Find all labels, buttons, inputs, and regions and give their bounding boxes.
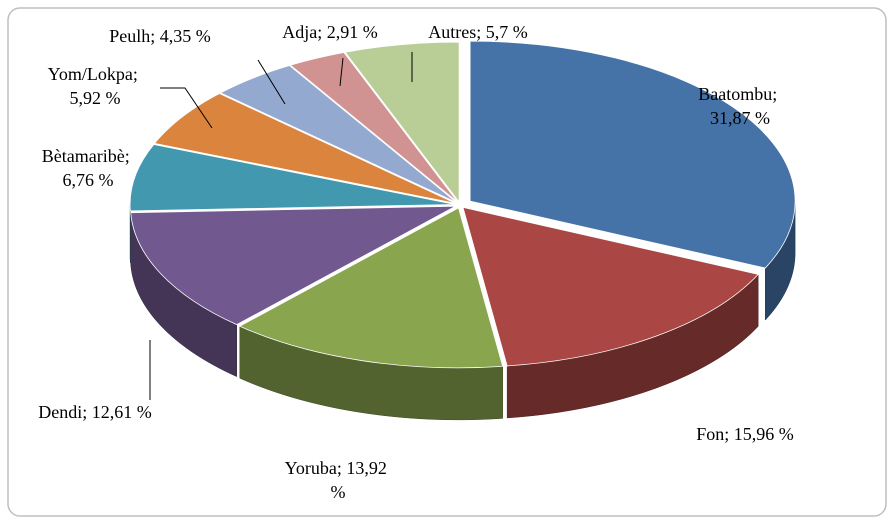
leader-line <box>339 57 344 87</box>
label-line: 6,76 % <box>63 170 114 190</box>
label-line: Adja; 2,91 % <box>282 22 377 42</box>
slice <box>153 93 456 204</box>
slice <box>130 205 456 326</box>
slice <box>462 206 759 367</box>
slice <box>469 40 796 269</box>
data-label: Adja; 2,91 % <box>282 22 377 42</box>
slice <box>219 65 458 204</box>
leader-line <box>160 87 213 129</box>
data-label: Yom/Lokpa; 5,92 % <box>48 64 143 108</box>
slice <box>289 52 459 203</box>
label-line: Baatombu; <box>698 84 782 104</box>
label-line: 5,92 % <box>70 88 121 108</box>
slice <box>129 144 456 212</box>
label-line: Yom/Lokpa; <box>48 64 143 84</box>
data-label: Yoruba; 13,92 % <box>285 458 392 502</box>
slice <box>344 41 460 204</box>
label-line: Fon; 15,96 % <box>696 424 794 444</box>
data-label: Fon; 15,96 % <box>696 424 794 444</box>
label-line: Autres; 5,7 % <box>428 22 527 42</box>
label-line: 31,87 % <box>710 108 770 128</box>
data-label: Dendi; 12,61 % <box>38 402 151 422</box>
leader-line <box>257 59 286 105</box>
label-line: Dendi; 12,61 % <box>38 402 151 422</box>
data-label: Bètamaribè; 6,76 % <box>42 146 134 190</box>
label-line: Peulh; 4,35 % <box>109 26 211 46</box>
slice <box>238 207 504 369</box>
label-line: Bètamaribè; <box>42 146 134 166</box>
data-label: Autres; 5,7 % <box>428 22 527 42</box>
label-line: % <box>331 482 346 502</box>
label-line: Yoruba; 13,92 <box>285 458 392 478</box>
data-label: Peulh; 4,35 % <box>109 26 211 46</box>
data-label: Baatombu; 31,87 % <box>698 84 782 128</box>
